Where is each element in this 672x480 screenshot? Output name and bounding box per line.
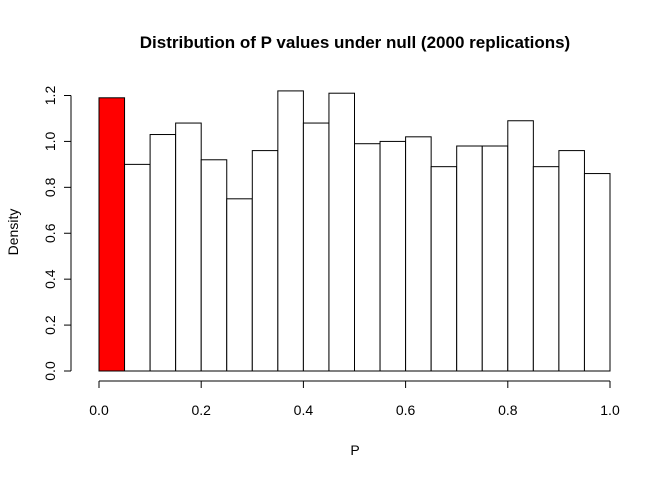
histogram-bar-1: [124, 163, 151, 372]
x-tick-label-0: 0.0: [89, 402, 109, 418]
y-axis: 0.0 0.2 0.4 0.6 0.8 1.0 1.2: [42, 86, 72, 381]
x-axis-label: P: [350, 442, 359, 458]
histogram-bar-2: [149, 134, 177, 372]
chart-title: Distribution of P values under null (200…: [140, 33, 570, 52]
y-axis-label: Density: [5, 209, 21, 256]
histogram-bar-15: [481, 145, 509, 372]
histogram-bar-19: [583, 173, 611, 372]
histogram-bar-16: [507, 120, 534, 372]
y-tick-label-5: 1.0: [42, 131, 58, 151]
bars-group: [98, 90, 611, 372]
y-tick-label-1: 0.2: [42, 315, 58, 335]
histogram-bar-17: [532, 166, 560, 372]
histogram-bar-18: [558, 150, 585, 372]
y-tick-label-2: 0.4: [42, 269, 58, 289]
x-axis: 0.0 0.2 0.4 0.6 0.8 1.0: [89, 380, 620, 418]
y-tick-label-0: 0.0: [42, 361, 58, 381]
y-tick-label-3: 0.6: [42, 223, 58, 243]
histogram-bar-3: [175, 122, 202, 372]
x-tick-label-4: 0.8: [498, 402, 518, 418]
histogram-bar-7: [277, 90, 304, 372]
histogram-bar-10: [354, 143, 381, 372]
histogram-bar-11: [379, 140, 407, 372]
histogram-bar-12: [405, 136, 432, 372]
y-tick-label-6: 1.2: [42, 86, 58, 106]
histogram-bar-5: [226, 198, 253, 372]
histogram-bar-14: [456, 145, 483, 372]
histogram-bar-0: [98, 97, 126, 372]
histogram-bar-8: [302, 122, 330, 372]
histogram-bar-9: [328, 92, 356, 372]
y-tick-label-4: 0.8: [42, 177, 58, 197]
histogram-bar-4: [200, 159, 228, 372]
x-tick-label-2: 0.4: [294, 402, 314, 418]
x-tick-label-1: 0.2: [191, 402, 211, 418]
histogram-bar-13: [430, 166, 458, 372]
x-tick-label-5: 1.0: [600, 402, 620, 418]
histogram-bar-6: [251, 150, 279, 372]
x-tick-label-3: 0.6: [396, 402, 416, 418]
